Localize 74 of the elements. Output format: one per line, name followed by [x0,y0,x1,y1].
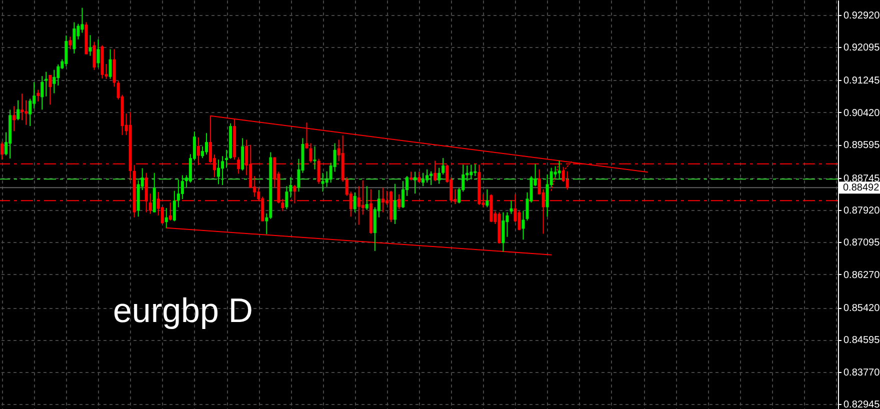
candlestick [305,122,308,150]
candlestick [24,100,28,126]
candlestick [418,171,420,184]
candlestick [518,210,521,231]
candlestick [401,180,404,209]
candlestick [413,171,416,194]
candlestick [241,138,244,172]
candlestick [285,186,288,210]
candlestick [64,35,68,67]
candlestick [289,176,292,198]
candlestick [313,146,316,170]
candlestick [321,172,324,192]
candlestick [442,158,445,175]
candlestick [92,41,96,70]
candlestick [80,7,84,34]
candlestick [180,174,184,200]
y-tick-label: 0.88745 [844,173,880,184]
candlestick [108,48,112,80]
candlestick [365,186,368,210]
candlestick [44,71,48,97]
candlestick [12,106,16,132]
candlestick [176,179,180,208]
candlestick [486,188,489,208]
y-tick-label: 0.87095 [844,238,880,249]
candlestick [422,172,425,187]
candlestick [20,93,24,121]
candlestick [217,159,220,185]
y-tick-label: 0.89595 [844,140,880,152]
y-tick-label: 0.84595 [844,335,880,346]
y-tick-label: 0.86270 [844,270,880,281]
candlestick [96,38,100,68]
candlestick [430,170,433,186]
candlestick [522,210,525,240]
candlestick [56,64,60,86]
candlestick [48,74,52,106]
candlestick [204,132,208,156]
candlestick [470,164,473,180]
candlestick [566,170,569,190]
candlestick [28,98,32,127]
y-tick-label: 0.91245 [844,76,880,87]
y-tick-label: 0.83770 [844,367,880,378]
candlestick [474,163,477,177]
candlestick [164,208,168,228]
candlestick [40,76,44,110]
candlestick [426,168,429,184]
candlestick [68,36,72,50]
candlestick [200,146,204,159]
candlestick [510,200,513,214]
annotation: eurgbp D [113,292,253,330]
candlestick [393,183,396,225]
candlestick [546,174,549,218]
candlestick [172,190,176,222]
candlestick [88,34,92,56]
y-tick-label: 0.82945 [844,400,880,409]
candlestick [225,149,228,168]
y-tick-label: 0.92095 [844,42,880,54]
candlestick [438,167,441,184]
candlestick [353,192,356,213]
y-tick-label: 0.87920 [844,205,880,216]
candlestick [309,142,312,164]
y-tick-label: 0.90420 [844,108,880,119]
y-tick-label: 0.85420 [844,303,880,314]
candlestick [558,160,561,180]
candlestick [52,69,56,94]
candlestick [36,89,40,102]
candlestick [72,22,76,54]
candlestick [16,100,20,121]
y-tick-label: 0.92920 [844,10,880,22]
candlestick [0,141,4,160]
candlestick [112,48,116,88]
candlestick [502,212,505,252]
ref-line-label: 0.88492 [843,182,880,194]
candlestick [325,170,328,188]
candlestick [221,156,224,186]
